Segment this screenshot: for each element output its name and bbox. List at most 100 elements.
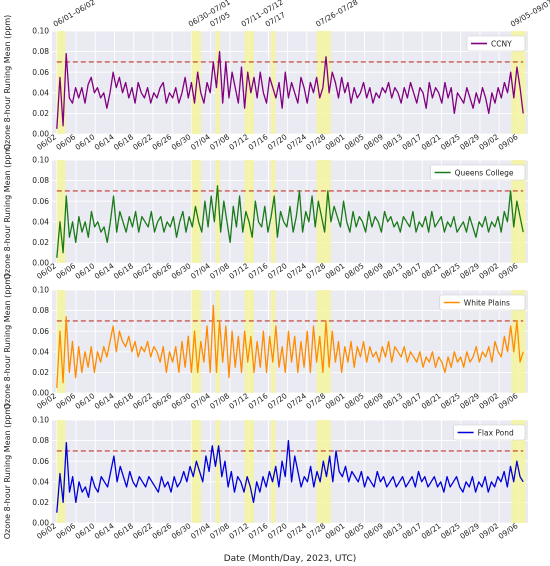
x-tick-label: 07/12 [227, 261, 250, 281]
event-highlight [215, 31, 221, 134]
x-tick-label: 07/28 [304, 391, 327, 411]
x-tick-label: 08/21 [420, 261, 443, 281]
y-axis-label: Ozone 8-hour Runing Mean (ppm) [3, 404, 12, 540]
x-tick-label: 07/28 [304, 261, 327, 281]
event-highlight [244, 420, 254, 523]
event-highlight [316, 160, 331, 263]
x-tick-label: 07/20 [266, 521, 289, 541]
x-tick-label: 09/06 [497, 261, 520, 281]
event-highlight [191, 420, 202, 523]
x-tick-label: 08/21 [420, 521, 443, 541]
y-tick-label: 0.02 [32, 109, 49, 118]
x-tick-label: 07/08 [208, 132, 231, 152]
y-tick-label: 0.02 [32, 368, 49, 377]
x-tick-label: 07/16 [247, 261, 270, 281]
x-tick-label: 07/20 [266, 132, 289, 152]
x-tick-label: 06/22 [131, 521, 154, 541]
x-tick-label: 09/02 [477, 132, 500, 152]
y-tick-label: 0.10 [32, 416, 49, 425]
x-tick-label: 06/18 [112, 132, 135, 152]
x-tick-label: 07/12 [227, 391, 250, 411]
x-tick-label: 07/08 [208, 391, 231, 411]
x-tick-label: 08/05 [343, 261, 366, 281]
x-tick-label: 06/14 [93, 391, 116, 411]
x-tick-label: 06/22 [131, 261, 154, 281]
y-tick-label: 0.08 [32, 436, 49, 445]
event-highlight [270, 420, 276, 523]
legend-box [453, 424, 526, 441]
x-tick-label: 08/29 [458, 521, 481, 541]
x-tick-label: 08/17 [400, 391, 423, 411]
x-tick-label: 08/25 [439, 521, 462, 541]
legend-box [466, 35, 526, 52]
x-tick-label: 08/25 [439, 391, 462, 411]
legend-label: Flax Pond [478, 428, 514, 437]
x-tick-label: 06/10 [74, 132, 97, 152]
x-tick-label: 08/01 [324, 261, 347, 281]
event-highlight [244, 160, 254, 263]
x-tick-label: 08/01 [324, 521, 347, 541]
event-highlight [270, 290, 276, 393]
series-line [56, 439, 524, 513]
panel-white-plains: 0.000.020.040.060.080.1006/0206/0606/100… [3, 274, 528, 411]
x-tick-label: 08/13 [381, 521, 404, 541]
x-tick-label: 06/06 [54, 261, 77, 281]
event-highlight [191, 290, 202, 393]
x-tick-label: 07/24 [285, 391, 308, 411]
x-tick-label: 07/24 [285, 132, 308, 152]
legend-label: Queens College [455, 168, 514, 177]
x-tick-label: 06/22 [131, 391, 154, 411]
legend-box [439, 294, 526, 311]
x-tick-label: 06/18 [112, 391, 135, 411]
y-tick-label: 0.00 [32, 130, 49, 139]
x-tick-label: 09/06 [497, 521, 520, 541]
x-tick-label: 06/10 [74, 391, 97, 411]
panel-queens-college: 0.000.020.040.060.080.1006/0206/0606/100… [3, 144, 528, 281]
y-tick-label: 0.04 [32, 217, 49, 226]
x-tick-label: 08/29 [458, 261, 481, 281]
x-tick-label: 08/21 [420, 132, 443, 152]
x-tick-label: 08/01 [324, 132, 347, 152]
x-tick-label: 08/09 [362, 521, 385, 541]
x-tick-label: 06/26 [150, 521, 173, 541]
y-tick-label: 0.08 [32, 47, 49, 56]
x-axis-label: Date (Month/Day, 2023, UTC) [224, 554, 357, 564]
panel-ccny: 0.000.020.040.060.080.1006/0206/0606/100… [3, 15, 528, 152]
x-tick-label: 08/25 [439, 132, 462, 152]
x-tick-label: 06/14 [93, 132, 116, 152]
x-tick-label: 08/13 [381, 132, 404, 152]
x-tick-label: 07/20 [266, 261, 289, 281]
legend-label: CCNY [491, 39, 512, 48]
x-tick-label: 07/04 [189, 261, 212, 281]
x-tick-label: 07/24 [285, 261, 308, 281]
x-tick-label: 07/04 [189, 521, 212, 541]
x-tick-label: 09/02 [477, 261, 500, 281]
legend-label: White Plains [464, 298, 510, 307]
y-tick-label: 0.06 [32, 197, 49, 206]
y-tick-label: 0.06 [32, 327, 49, 336]
event-label: 07/26–07/28 [314, 0, 359, 29]
x-tick-label: 08/09 [362, 261, 385, 281]
event-highlight [56, 31, 66, 134]
x-tick-label: 08/25 [439, 261, 462, 281]
y-tick-label: 0.04 [32, 88, 49, 97]
x-tick-label: 06/14 [93, 521, 116, 541]
x-tick-label: 07/08 [208, 261, 231, 281]
event-highlight [270, 31, 276, 134]
y-axis-label: Ozone 8-hour Runing Mean (ppm) [3, 274, 12, 410]
y-tick-label: 0.10 [32, 156, 49, 165]
event-highlight [215, 420, 221, 523]
y-tick-label: 0.08 [32, 176, 49, 185]
x-tick-label: 07/16 [247, 521, 270, 541]
x-tick-label: 08/05 [343, 391, 366, 411]
y-tick-label: 0.08 [32, 306, 49, 315]
x-tick-label: 08/13 [381, 261, 404, 281]
y-tick-label: 0.02 [32, 498, 49, 507]
plot-area [52, 31, 528, 134]
x-tick-label: 08/05 [343, 521, 366, 541]
x-tick-label: 09/06 [497, 132, 520, 152]
y-tick-label: 0.04 [32, 477, 49, 486]
y-tick-label: 0.10 [32, 286, 49, 295]
x-tick-label: 06/06 [54, 391, 77, 411]
y-tick-label: 0.06 [32, 457, 49, 466]
